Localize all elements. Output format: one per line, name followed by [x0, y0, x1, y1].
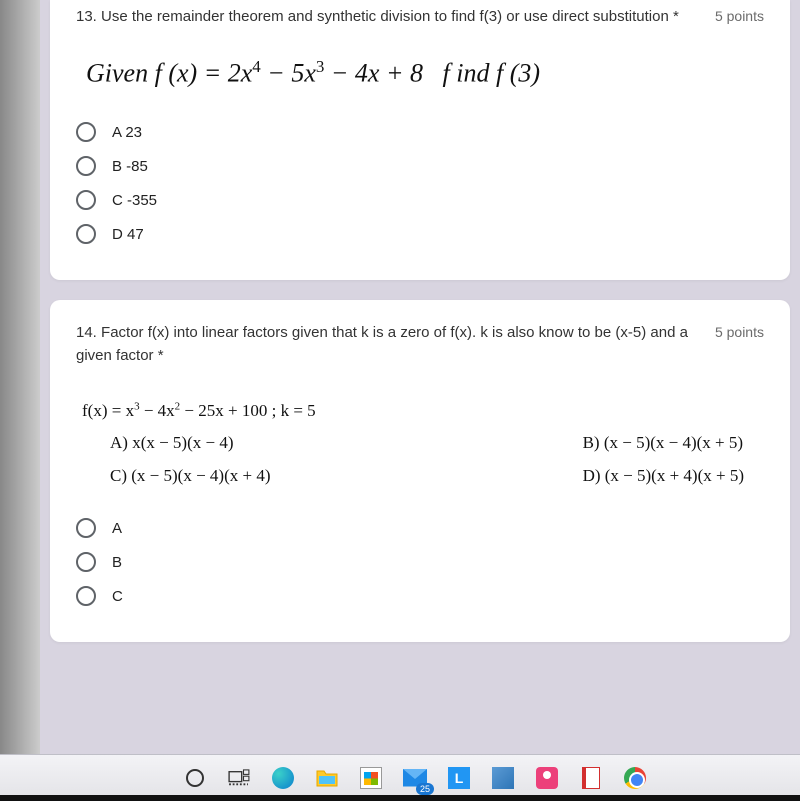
- q14-fx: f(x) = x3 − 4x2 − 25x + 100 ; k = 5: [82, 395, 764, 427]
- q13-text: 13. Use the remainder theorem and synthe…: [76, 6, 715, 29]
- q13-option-c[interactable]: C -355: [76, 190, 764, 210]
- question-13-card: 13. Use the remainder theorem and synthe…: [50, 0, 790, 280]
- q13-option-a[interactable]: A 23: [76, 122, 764, 142]
- photos-icon[interactable]: [488, 763, 518, 793]
- people-icon[interactable]: [532, 763, 562, 793]
- q13-option-a-label: A 23: [112, 124, 142, 141]
- q14-body: f(x) = x3 − 4x2 − 25x + 100 ; k = 5 A) x…: [82, 395, 764, 492]
- q14-choice-b: B) (x − 5)(x − 4)(x + 5): [583, 427, 744, 459]
- windows-taskbar: L: [0, 754, 800, 800]
- form-content: 13. Use the remainder theorem and synthe…: [50, 0, 790, 662]
- app-l-icon[interactable]: L: [444, 763, 474, 793]
- q13-option-b[interactable]: B -85: [76, 156, 764, 176]
- radio-icon: [76, 122, 96, 142]
- q14-option-b[interactable]: B: [76, 552, 764, 572]
- q13-formula: Given f (x) = 2x4 − 5x3 − 4x + 8 f ind f…: [86, 57, 764, 89]
- radio-icon: [76, 156, 96, 176]
- microsoft-store-icon[interactable]: [356, 763, 386, 793]
- file-explorer-icon[interactable]: [312, 763, 342, 793]
- q13-number: 13.: [76, 8, 97, 25]
- q13-points: 5 points: [715, 6, 764, 27]
- radio-icon: [76, 224, 96, 244]
- radio-icon: [76, 552, 96, 572]
- q14-points: 5 points: [715, 322, 764, 343]
- q13-option-d-label: D 47: [112, 226, 144, 243]
- q13-prompt: Use the remainder theorem and synthetic …: [101, 8, 679, 25]
- q14-choice-d: D) (x − 5)(x + 4)(x + 5): [583, 460, 744, 492]
- mail-icon[interactable]: [400, 763, 430, 793]
- q14-option-c-label: C: [112, 588, 123, 605]
- q13-option-b-label: B -85: [112, 158, 148, 175]
- q14-option-a-label: A: [112, 520, 122, 537]
- edge-icon[interactable]: [268, 763, 298, 793]
- office-icon[interactable]: [576, 763, 606, 793]
- q13-option-c-label: C -355: [112, 192, 157, 209]
- q14-option-c[interactable]: C: [76, 586, 764, 606]
- laptop-bezel: [0, 795, 800, 801]
- q14-text: 14. Factor f(x) into linear factors give…: [76, 322, 715, 367]
- q14-number: 14.: [76, 324, 97, 341]
- q14-header: 14. Factor f(x) into linear factors give…: [76, 322, 764, 367]
- q14-option-a[interactable]: A: [76, 518, 764, 538]
- radio-icon: [76, 190, 96, 210]
- radio-icon: [76, 518, 96, 538]
- q14-prompt: Factor f(x) into linear factors given th…: [76, 324, 688, 364]
- question-14-card: 14. Factor f(x) into linear factors give…: [50, 300, 790, 642]
- q14-option-b-label: B: [112, 554, 122, 571]
- q14-options: A B C: [76, 518, 764, 606]
- window-frame-left: [0, 0, 40, 800]
- task-view-icon[interactable]: [224, 763, 254, 793]
- q13-option-d[interactable]: D 47: [76, 224, 764, 244]
- q13-options: A 23 B -85 C -355 D 47: [76, 122, 764, 244]
- chrome-icon[interactable]: [620, 763, 650, 793]
- radio-icon: [76, 586, 96, 606]
- q13-header: 13. Use the remainder theorem and synthe…: [76, 6, 764, 29]
- q14-choice-a: A) x(x − 5)(x − 4): [110, 427, 270, 459]
- q14-choice-c: C) (x − 5)(x − 4)(x + 4): [110, 460, 270, 492]
- cortana-icon[interactable]: [180, 763, 210, 793]
